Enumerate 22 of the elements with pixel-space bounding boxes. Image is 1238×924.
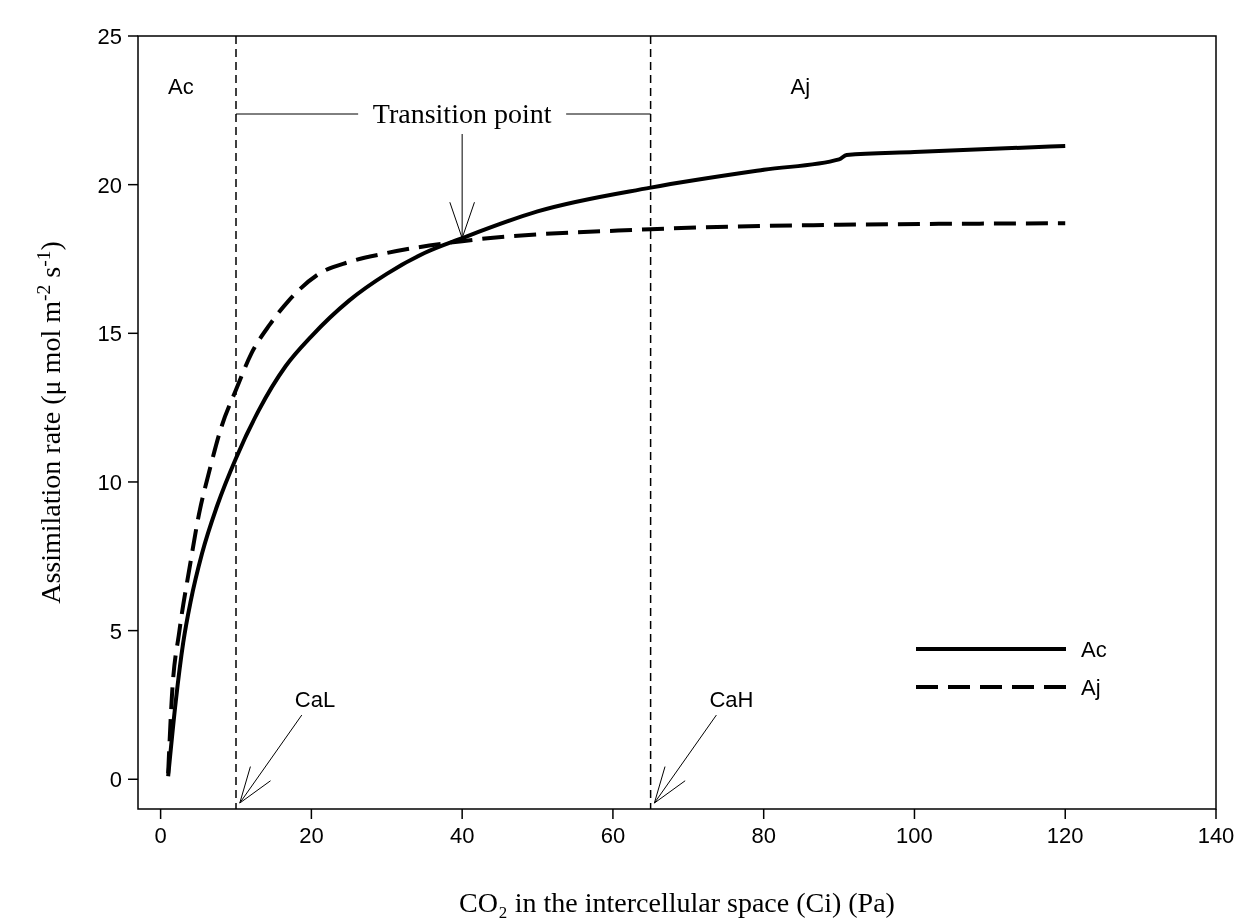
x-tick-label: 80 bbox=[751, 823, 776, 848]
text: Ac bbox=[1081, 637, 1107, 662]
y-tick-label: 20 bbox=[97, 172, 122, 198]
y-tick-label: 5 bbox=[109, 618, 122, 644]
x-tick-label: 20 bbox=[299, 823, 324, 848]
y-tick-label: 0 bbox=[109, 767, 122, 793]
annotation: Ac bbox=[168, 74, 194, 99]
x-tick-label: 100 bbox=[896, 823, 933, 848]
annotation: Transition point bbox=[372, 98, 552, 129]
y-tick-label: 25 bbox=[97, 24, 122, 49]
text: Aj bbox=[1081, 675, 1101, 700]
x-tick-label: 0 bbox=[154, 823, 167, 848]
x-tick-label: 120 bbox=[1046, 823, 1084, 848]
annotation: CaH bbox=[709, 687, 754, 713]
x-tick-label: 40 bbox=[449, 823, 475, 848]
annotation: Aj bbox=[790, 74, 811, 99]
x-tick-label: 60 bbox=[600, 823, 626, 848]
x-axis-title: CO₂ in the intercellular space (Ci) (Pa) bbox=[459, 887, 895, 918]
y-tick-label: 10 bbox=[97, 469, 122, 495]
x-tick-label: 140 bbox=[1197, 823, 1235, 848]
y-tick-label: 15 bbox=[97, 321, 122, 347]
annotation: CaL bbox=[294, 687, 336, 713]
